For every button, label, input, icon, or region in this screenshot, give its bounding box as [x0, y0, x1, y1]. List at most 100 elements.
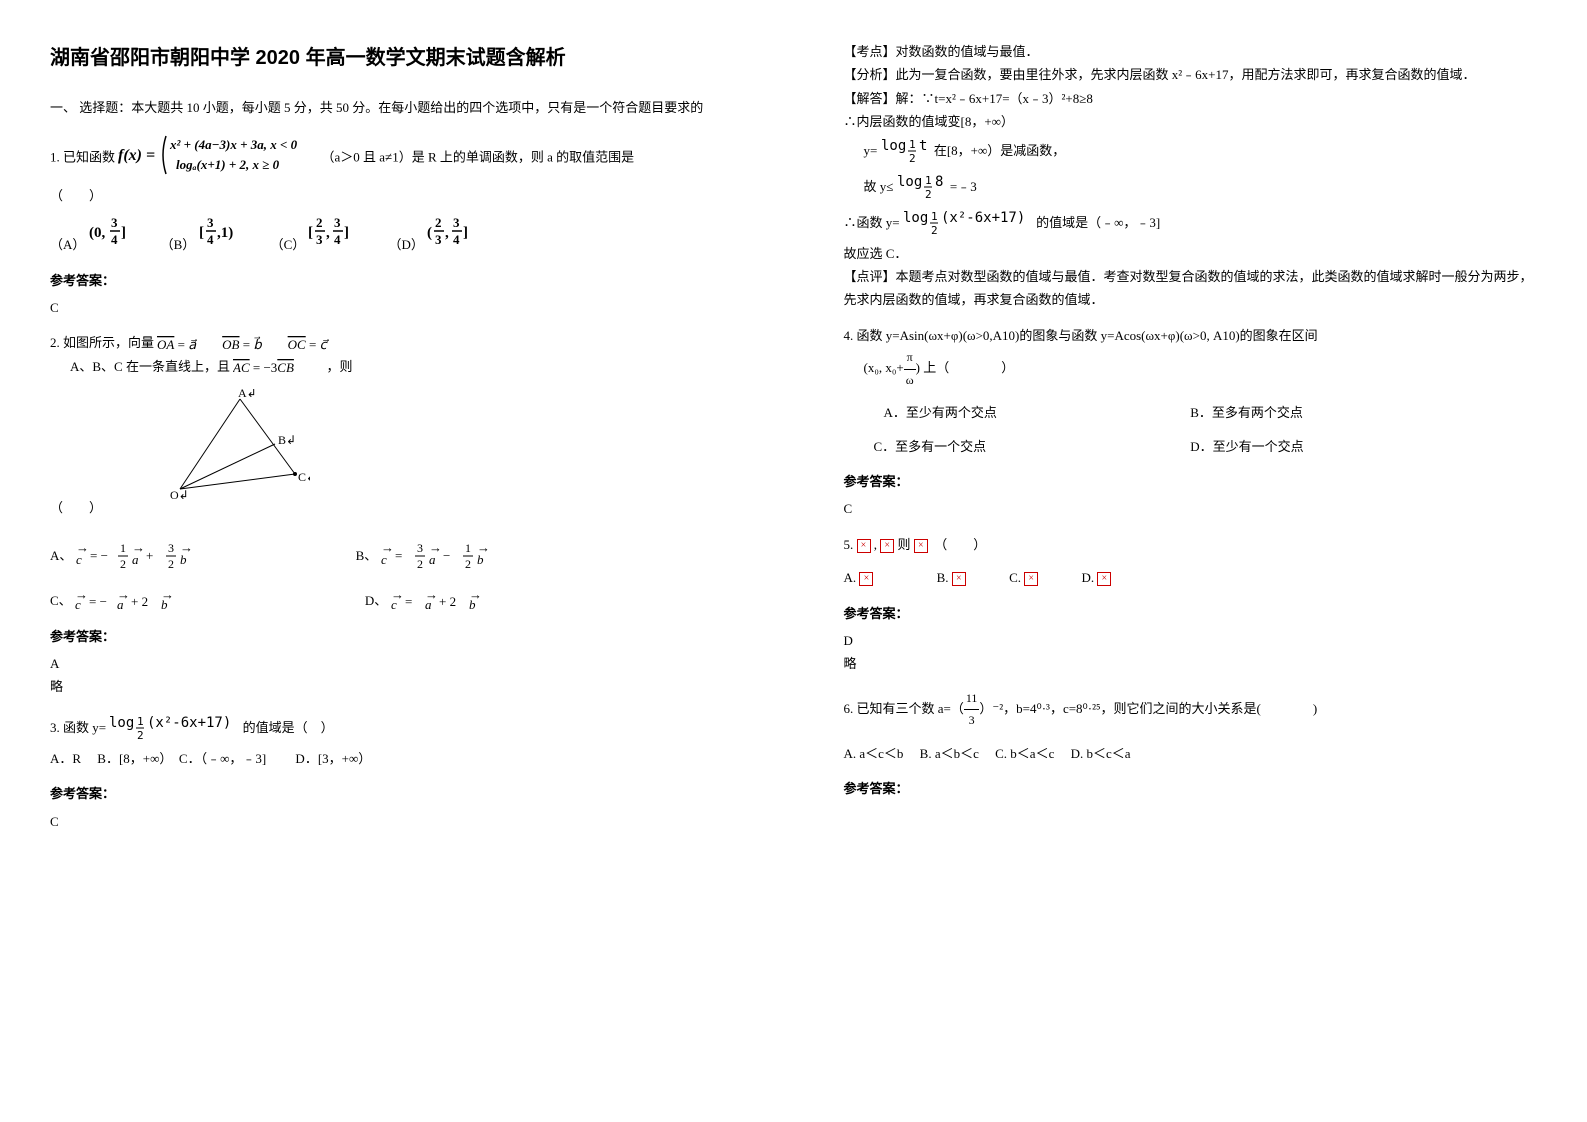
- svg-text:logₐ(x+1) + 2, x ≥ 0: logₐ(x+1) + 2, x ≥ 0: [176, 157, 280, 172]
- q2-diagram: A↲ B↲ C↲ O↲: [170, 389, 744, 506]
- right-column: 【考点】对数函数的值域与最值． 【分析】此为一复合函数，要由里往外求，先求内层函…: [794, 0, 1587, 1122]
- q4-answer: C: [844, 497, 1538, 520]
- jieda5: ∴函数 y= log12(x²-6x+17) 的值域是（﹣∞，﹣3]: [844, 206, 1538, 242]
- svg-text:1: 1: [909, 138, 916, 151]
- svg-text:3: 3: [417, 541, 423, 555]
- svg-text:4: 4: [207, 232, 214, 247]
- question-1: 1. 已知函数 f(x) = x² + (4a−3)x + 3a, x < 0 …: [50, 134, 744, 256]
- svg-text:3: 3: [453, 215, 460, 230]
- svg-text:2: 2: [931, 224, 938, 237]
- svg-text:OA = a⃗ OB = b⃗ OC = c⃗: OA = a⃗ OB = b⃗ OC = c⃗: [157, 337, 329, 352]
- svg-text:,: ,: [445, 225, 449, 241]
- svg-text:2: 2: [168, 557, 174, 571]
- svg-text:b: b: [469, 597, 476, 612]
- svg-text:4: 4: [453, 232, 460, 247]
- q1-condition: （a＞0 且 a≠1）是 R 上的单调函数，则 a 的取值范围是: [322, 150, 635, 165]
- broken-image-icon: ×: [1024, 572, 1038, 586]
- svg-text:3: 3: [316, 232, 323, 247]
- svg-text:2: 2: [316, 215, 323, 230]
- svg-text:B↲: B↲: [278, 433, 296, 447]
- answer-label-4: 参考答案：: [844, 470, 1538, 493]
- broken-image-icon: ×: [859, 572, 873, 586]
- svg-text:3: 3: [334, 215, 341, 230]
- svg-text:2: 2: [137, 729, 144, 742]
- answer-label: 参考答案：: [50, 269, 744, 292]
- svg-text:O↲: O↲: [170, 488, 189, 499]
- svg-text:]: ]: [344, 225, 349, 241]
- svg-text:1: 1: [465, 541, 471, 555]
- kaodian: 【考点】对数函数的值域与最值．: [844, 40, 1538, 63]
- svg-text:2: 2: [909, 152, 916, 165]
- svg-text:a: a: [132, 552, 139, 567]
- svg-text:(0,: (0,: [89, 225, 105, 241]
- svg-text:+ 2: + 2: [439, 594, 456, 609]
- svg-text:1: 1: [120, 541, 126, 555]
- left-column: 湖南省邵阳市朝阳中学 2020 年高一数学文期末试题含解析 一、 选择题：本大题…: [0, 0, 794, 1122]
- svg-text:+ 2: + 2: [131, 594, 148, 609]
- q1-options: （A） (0,34] （B） [34,1) （C） [23,34] （D） (2…: [50, 215, 744, 256]
- svg-text:]: ]: [121, 225, 126, 241]
- svg-text:= −: = −: [89, 594, 107, 609]
- svg-text:1: 1: [137, 715, 144, 728]
- broken-image-icon: ×: [1097, 572, 1111, 586]
- broken-image-icon: ×: [857, 539, 871, 553]
- svg-text:c: c: [76, 552, 82, 567]
- svg-text:a: a: [429, 552, 436, 567]
- svg-text:2: 2: [120, 557, 126, 571]
- svg-text:(x²-6x+17): (x²-6x+17): [147, 715, 231, 731]
- svg-text:c: c: [391, 597, 397, 612]
- q2-answer: A: [50, 652, 744, 675]
- q2-answer-2: 略: [50, 675, 744, 698]
- jieda1: 【解答】解：∵t=x²﹣6x+17=（x﹣3）²+8≥8: [844, 87, 1538, 110]
- svg-text:2: 2: [417, 557, 423, 571]
- svg-text:2: 2: [465, 557, 471, 571]
- q3-answer: C: [50, 810, 744, 833]
- svg-text:3: 3: [111, 215, 118, 230]
- svg-text:3: 3: [435, 232, 442, 247]
- svg-text:log: log: [109, 715, 134, 731]
- svg-text:x² + (4a−3)x + 3a, x < 0: x² + (4a−3)x + 3a, x < 0: [169, 137, 298, 152]
- svg-text:1: 1: [925, 174, 932, 187]
- svg-text:3: 3: [168, 541, 174, 555]
- question-5: 5. × , × 则 × （ ） A. × B. × C. × D. ×: [844, 533, 1538, 590]
- broken-image-icon: ×: [952, 572, 966, 586]
- svg-text:c: c: [381, 552, 387, 567]
- page-title: 湖南省邵阳市朝阳中学 2020 年高一数学文期末试题含解析: [50, 40, 744, 76]
- answer-label-6: 参考答案：: [844, 777, 1538, 800]
- question-6: 6. 已知有三个数 a=（113）⁻²，b=4⁰·³，c=8⁰·²⁵，则它们之间…: [844, 688, 1538, 766]
- jieda2: ∴内层函数的值域变[8，+∞）: [844, 110, 1538, 133]
- svg-text:−: −: [443, 548, 450, 563]
- svg-text:f(x) =: f(x) =: [118, 147, 155, 164]
- svg-text:b: b: [161, 597, 168, 612]
- svg-text:b: b: [180, 552, 187, 567]
- jieda3: y= log12t 在[8，+∞）是减函数，: [864, 134, 1538, 170]
- svg-text:1: 1: [931, 210, 938, 223]
- svg-text:log: log: [881, 138, 906, 154]
- svg-text:(x²-6x+17): (x²-6x+17): [941, 210, 1025, 226]
- svg-text:a: a: [117, 597, 124, 612]
- svg-text:t: t: [919, 138, 927, 154]
- broken-image-icon: ×: [914, 539, 928, 553]
- svg-text:2: 2: [435, 215, 442, 230]
- broken-image-icon: ×: [880, 539, 894, 553]
- svg-text:[: [: [199, 225, 204, 241]
- q1-prefix: 1. 已知函数: [50, 150, 115, 165]
- answer-label-3: 参考答案：: [50, 782, 744, 805]
- svg-text:,: ,: [326, 225, 330, 241]
- svg-text:log: log: [897, 174, 922, 190]
- q1-formula: f(x) = x² + (4a−3)x + 3a, x < 0 logₐ(x+1…: [118, 134, 318, 183]
- svg-text:AC = −3CB: AC = −3CB: [233, 360, 294, 375]
- svg-text:C↲: C↲: [298, 470, 310, 484]
- svg-text:a: a: [425, 597, 432, 612]
- q1-paren: （ ）: [50, 184, 744, 207]
- svg-text:[: [: [308, 225, 313, 241]
- svg-text:=: =: [395, 548, 402, 563]
- q5-answer-2: 略: [844, 652, 1538, 675]
- svg-text:2: 2: [925, 188, 932, 201]
- question-3: 3. 函数 y= log12 (x²-6x+17) 的值域是（ ） A．R B．…: [50, 711, 744, 770]
- svg-text:8: 8: [935, 174, 943, 190]
- svg-text:=: =: [405, 594, 412, 609]
- question-4: 4. 函数 y=Asin(ωx+φ)(ω>0,A10)的图象与函数 y=Acos…: [844, 324, 1538, 458]
- svg-text:log: log: [903, 210, 928, 226]
- svg-text:A↲: A↲: [238, 389, 257, 400]
